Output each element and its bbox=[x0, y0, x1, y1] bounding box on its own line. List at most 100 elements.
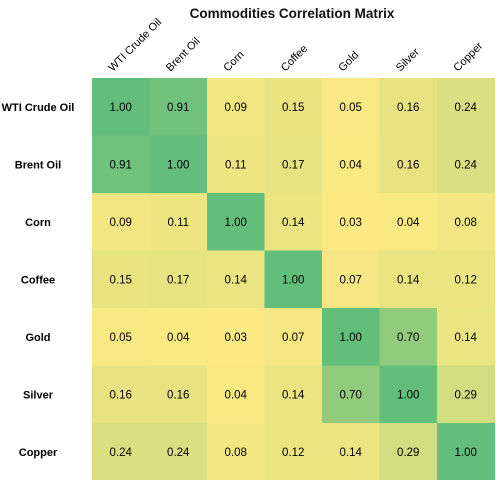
heatmap-cell-brent-oil-silver bbox=[379, 135, 438, 194]
cell-value-label: 0.04 bbox=[225, 389, 248, 401]
cell-value-label: 0.14 bbox=[455, 332, 478, 344]
row-label-brent-oil: Brent Oil bbox=[15, 159, 61, 171]
cell-value-label: 0.24 bbox=[110, 447, 133, 459]
cell-value-label: 0.04 bbox=[340, 159, 363, 171]
heatmap-cell-gold-silver bbox=[379, 308, 438, 367]
heatmap-cell-wti-crude-oil-coffee bbox=[264, 78, 323, 137]
cell-value-label: 1.00 bbox=[455, 447, 477, 459]
row-label-silver: Silver bbox=[23, 389, 54, 401]
cell-value-label: 0.70 bbox=[397, 332, 419, 344]
heatmap-cell-silver-corn bbox=[207, 365, 266, 424]
heatmap-cell-brent-oil-corn bbox=[207, 135, 266, 194]
cell-value-label: 0.03 bbox=[340, 217, 362, 229]
heatmap-cell-copper-gold bbox=[322, 423, 381, 480]
cell-value-label: 0.29 bbox=[397, 447, 419, 459]
heatmap-cell-copper-silver bbox=[379, 423, 438, 480]
cell-value-label: 0.12 bbox=[455, 274, 477, 286]
heatmap-cell-silver-gold bbox=[322, 365, 381, 424]
heatmap-cell-brent-oil-coffee bbox=[264, 135, 323, 194]
heatmap-cell-coffee-brent-oil bbox=[149, 250, 208, 309]
cell-value-label: 0.14 bbox=[397, 274, 420, 286]
heatmap-cell-brent-oil-wti-crude-oil bbox=[92, 135, 151, 194]
column-label-copper: Copper bbox=[451, 40, 485, 74]
cell-value-label: 0.05 bbox=[340, 102, 362, 114]
cell-value-label: 1.00 bbox=[397, 389, 419, 401]
column-label-corn: Corn bbox=[221, 49, 246, 74]
cell-value-label: 0.14 bbox=[340, 447, 363, 459]
cell-value-label: 0.07 bbox=[340, 274, 362, 286]
heatmap-cell-gold-corn bbox=[207, 308, 266, 367]
cell-value-label: 1.00 bbox=[167, 159, 189, 171]
cell-value-label: 0.08 bbox=[225, 447, 247, 459]
heatmap-cell-corn-gold bbox=[322, 193, 381, 252]
cell-value-label: 0.04 bbox=[167, 332, 190, 344]
heatmap-cell-silver-copper bbox=[437, 365, 496, 424]
row-label-gold: Gold bbox=[25, 332, 50, 344]
heatmap-cell-corn-copper bbox=[437, 193, 496, 252]
heatmap-cell-corn-coffee bbox=[264, 193, 323, 252]
cell-value-label: 0.08 bbox=[455, 217, 477, 229]
column-labels: WTI Crude Oil Brent Oil Corn Coffee Gold Silv… bbox=[106, 16, 485, 74]
heatmap-cell-corn-wti-crude-oil bbox=[92, 193, 151, 252]
heatmap-cell-corn-brent-oil bbox=[149, 193, 208, 252]
heatmap-cell-silver-brent-oil bbox=[149, 365, 208, 424]
column-label-wti-crude-oil: WTI Crude Oil bbox=[106, 16, 164, 74]
heatmap-cell-corn-corn bbox=[207, 193, 266, 252]
cell-value-label: 1.00 bbox=[225, 217, 247, 229]
cell-value-label: 0.16 bbox=[167, 389, 189, 401]
row-labels: WTI Crude Oil Brent Oil Corn Coffee Gold Silv… bbox=[2, 102, 75, 459]
column-label-brent-oil: Brent Oil bbox=[164, 35, 203, 74]
cell-value-label: 0.11 bbox=[225, 159, 247, 171]
cell-value-label: 1.00 bbox=[110, 102, 132, 114]
heatmap-cell-copper-copper bbox=[437, 423, 496, 480]
cell-value-label: 0.24 bbox=[455, 159, 478, 171]
cell-value-label: 0.15 bbox=[282, 102, 304, 114]
cell-value-label: 0.14 bbox=[225, 274, 248, 286]
heatmap-cell-coffee-coffee bbox=[264, 250, 323, 309]
heatmap-cell-brent-oil-gold bbox=[322, 135, 381, 194]
heatmap-cell-gold-brent-oil bbox=[149, 308, 208, 367]
cell-value-label: 0.04 bbox=[397, 217, 420, 229]
heatmap-cell-gold-copper bbox=[437, 308, 496, 367]
cell-value-label: 0.14 bbox=[282, 217, 305, 229]
heatmap-cell-wti-crude-oil-gold bbox=[322, 78, 381, 137]
heatmap-cell-silver-coffee bbox=[264, 365, 323, 424]
cell-value-label: 0.91 bbox=[110, 159, 132, 171]
heatmap-cell-gold-coffee bbox=[264, 308, 323, 367]
heatmap-cell-gold-gold bbox=[322, 308, 381, 367]
cell-value-label: 0.12 bbox=[282, 447, 304, 459]
heatmap-cell-copper-brent-oil bbox=[149, 423, 208, 480]
heatmap-cell-wti-crude-oil-wti-crude-oil bbox=[92, 78, 151, 137]
heatmap-cell-copper-corn bbox=[207, 423, 266, 480]
row-label-wti-crude-oil: WTI Crude Oil bbox=[2, 102, 75, 114]
cell-value-label: 0.16 bbox=[397, 102, 419, 114]
heatmap-cell-silver-silver bbox=[379, 365, 438, 424]
heatmap-cell-coffee-wti-crude-oil bbox=[92, 250, 151, 309]
row-label-copper: Copper bbox=[19, 447, 58, 459]
cell-value-label: 0.11 bbox=[167, 217, 189, 229]
heatmap-cell-coffee-corn bbox=[207, 250, 266, 309]
cell-value-label: 0.24 bbox=[167, 447, 190, 459]
cell-value-label: 0.16 bbox=[397, 159, 419, 171]
heatmap-cell-brent-oil-copper bbox=[437, 135, 496, 194]
heatmap-cells: 1.00 0.91 0.09 0.15 0.05 0.16 0.24 0.91 1.00 0.11… bbox=[92, 78, 496, 480]
row-label-coffee: Coffee bbox=[21, 274, 55, 286]
heatmap-cell-wti-crude-oil-silver bbox=[379, 78, 438, 137]
column-label-silver: Silver bbox=[394, 46, 422, 74]
cell-value-label: 0.07 bbox=[282, 332, 304, 344]
column-label-gold: Gold bbox=[336, 49, 361, 74]
heatmap-cell-wti-crude-oil-brent-oil bbox=[149, 78, 208, 137]
chart-title: Commodities Correlation Matrix bbox=[190, 6, 395, 21]
heatmap-cell-wti-crude-oil-copper bbox=[437, 78, 496, 137]
cell-value-label: 0.09 bbox=[110, 217, 132, 229]
cell-value-label: 0.09 bbox=[225, 102, 247, 114]
heatmap-cell-coffee-copper bbox=[437, 250, 496, 309]
cell-value-label: 1.00 bbox=[282, 274, 304, 286]
cell-value-label: 0.24 bbox=[455, 102, 478, 114]
cell-value-label: 0.91 bbox=[167, 102, 189, 114]
heatmap-cell-silver-wti-crude-oil bbox=[92, 365, 151, 424]
cell-value-label: 0.05 bbox=[110, 332, 132, 344]
cell-value-label: 0.17 bbox=[167, 274, 189, 286]
cell-value-label: 0.29 bbox=[455, 389, 477, 401]
